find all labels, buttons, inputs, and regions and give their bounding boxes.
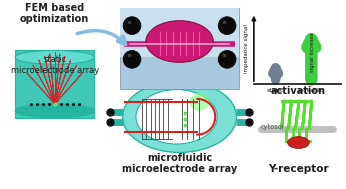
Text: signal increase: signal increase bbox=[310, 33, 315, 72]
Ellipse shape bbox=[218, 17, 236, 35]
Ellipse shape bbox=[146, 21, 213, 62]
Ellipse shape bbox=[288, 137, 309, 149]
Ellipse shape bbox=[190, 93, 209, 111]
Text: μ-fluidic: μ-fluidic bbox=[299, 88, 324, 93]
Text: cytosol: cytosol bbox=[261, 124, 284, 130]
FancyArrowPatch shape bbox=[77, 31, 126, 44]
Bar bbox=[120, 8, 239, 89]
Text: Y-receptor: Y-receptor bbox=[268, 164, 329, 174]
Ellipse shape bbox=[123, 50, 141, 68]
Text: microfluidic
microelectrode array: microfluidic microelectrode array bbox=[122, 153, 237, 174]
Ellipse shape bbox=[218, 50, 236, 68]
Text: static
microelectrode array: static microelectrode array bbox=[11, 55, 99, 75]
Text: FEM based
optimization: FEM based optimization bbox=[20, 3, 89, 24]
Bar bbox=[120, 8, 239, 57]
Ellipse shape bbox=[136, 90, 217, 144]
Ellipse shape bbox=[15, 104, 94, 118]
Bar bbox=[15, 50, 94, 118]
Ellipse shape bbox=[15, 50, 94, 64]
Text: static: static bbox=[267, 88, 284, 93]
Text: activation: activation bbox=[271, 86, 326, 96]
Ellipse shape bbox=[122, 81, 237, 153]
Text: impedance signal: impedance signal bbox=[244, 24, 249, 73]
Ellipse shape bbox=[123, 17, 141, 35]
